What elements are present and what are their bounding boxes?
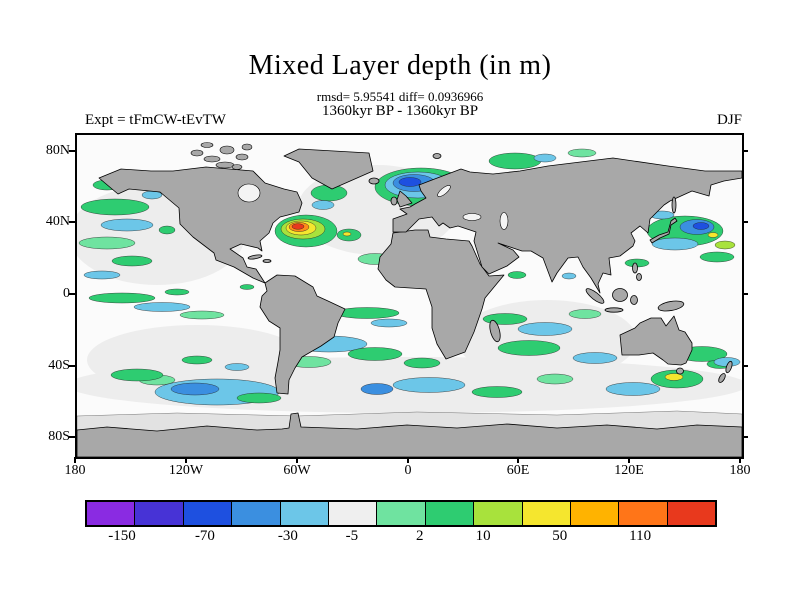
axis-tick: [742, 293, 748, 295]
island-philippines-north: [632, 262, 638, 274]
continent-australia: [619, 315, 693, 366]
colorbar-tick-label: -150: [108, 528, 136, 544]
lon-tick-label: 120W: [168, 463, 204, 478]
axis-tick: [742, 365, 748, 367]
experiment-label: Expt = tFmCW-tEvTW: [85, 112, 226, 128]
axis-tick: [69, 365, 75, 367]
lon-tick-label: 180: [64, 463, 86, 478]
colorbar-segment: [279, 502, 328, 525]
axis-tick: [407, 457, 409, 463]
axis-tick: [742, 150, 748, 152]
axis-tick: [69, 293, 75, 295]
colorbar-segment: [182, 502, 232, 525]
island-japan: [649, 217, 678, 244]
island-new-zealand-south: [718, 373, 726, 383]
lon-tick-label: 60W: [283, 463, 311, 478]
world-map: [77, 142, 742, 457]
island-cuba: [247, 254, 263, 260]
colorbar-tick-label: -30: [277, 528, 298, 544]
colorbar-segment: [618, 502, 667, 525]
colorbar-labels: -150 -70 -30 -5 2 10 50 110: [85, 528, 713, 548]
arctic-archipelago: [190, 142, 253, 170]
axis-tick: [517, 457, 519, 463]
island-ireland: [390, 196, 398, 206]
baltic-sea: [437, 185, 451, 197]
colorbar-segment: [666, 502, 716, 525]
island-new-zealand-north: [725, 360, 733, 374]
colorbar-segment: [569, 502, 619, 525]
island-madagascar: [489, 319, 501, 343]
colorbar-segment: [87, 502, 135, 525]
colorbar-segment: [134, 502, 183, 525]
colorbar-segments: [87, 502, 716, 525]
island-sakhalin: [671, 196, 677, 214]
colorbar-segment: [376, 502, 425, 525]
lat-tick-label: 40S: [48, 358, 70, 373]
inland-seas: [237, 183, 509, 230]
axis-tick: [185, 457, 187, 463]
island-britain: [396, 190, 413, 208]
colorbar-tick-label: 10: [475, 528, 491, 544]
stats-label: rmsd= 5.95541 diff= 0.0936966: [316, 89, 484, 104]
island-hispaniola: [262, 259, 272, 263]
continent-eurasia: [392, 157, 742, 294]
continent-greenland: [283, 148, 374, 190]
island-new-guinea: [657, 300, 685, 312]
lon-tick-label: 0: [404, 463, 412, 478]
colorbar-tick-label: 110: [629, 528, 652, 544]
caspian-sea: [499, 212, 509, 230]
black-sea: [462, 213, 482, 221]
island-svalbard: [432, 153, 442, 159]
hudson-bay: [237, 183, 261, 203]
lon-tick-label: 180: [729, 463, 751, 478]
island-sulawesi: [630, 295, 638, 305]
lon-tick-label: 120E: [614, 463, 644, 478]
colorbar-segment: [327, 502, 377, 525]
colorbar-segment: [473, 502, 522, 525]
colorbar-tick-label: 2: [415, 528, 424, 544]
axis-tick: [628, 457, 630, 463]
figure-title: Mixed Layer depth (in m): [248, 50, 552, 81]
lat-tick-label: 80S: [48, 429, 70, 444]
axis-tick: [739, 457, 741, 463]
island-tasmania: [676, 367, 684, 375]
colorbar-tick-label: 50: [552, 528, 568, 544]
axis-tick: [69, 436, 75, 438]
lat-tick-label: 40N: [45, 214, 70, 229]
continent-south-america: [259, 274, 346, 395]
lat-tick-label: 80N: [45, 143, 70, 158]
axis-tick: [69, 150, 75, 152]
continent-africa: [377, 229, 505, 360]
colorbar-tick-label: -5: [345, 528, 359, 544]
lon-tick-label: 60E: [506, 463, 530, 478]
axis-tick: [742, 436, 748, 438]
island-iceland: [368, 177, 380, 185]
axis-tick: [69, 221, 75, 223]
colorbar-tick-label: -70: [194, 528, 215, 544]
colorbar: [85, 500, 717, 527]
period-label: 1360kyr BP - 1360kyr BP: [321, 103, 479, 119]
island-sumatra: [585, 288, 605, 304]
island-borneo: [612, 288, 628, 302]
island-philippines-south: [636, 273, 642, 281]
continents: [77, 142, 742, 457]
season-label: DJF: [716, 112, 742, 128]
colorbar-segment: [521, 502, 570, 525]
colorbar-segment: [231, 502, 280, 525]
lat-tick-label: 0: [63, 286, 70, 301]
axis-tick: [74, 457, 76, 463]
map-plot: [75, 133, 744, 459]
axis-tick: [296, 457, 298, 463]
island-java: [604, 307, 624, 313]
colorbar-segment: [424, 502, 474, 525]
axis-tick: [742, 221, 748, 223]
continent-antarctica: [77, 412, 742, 457]
